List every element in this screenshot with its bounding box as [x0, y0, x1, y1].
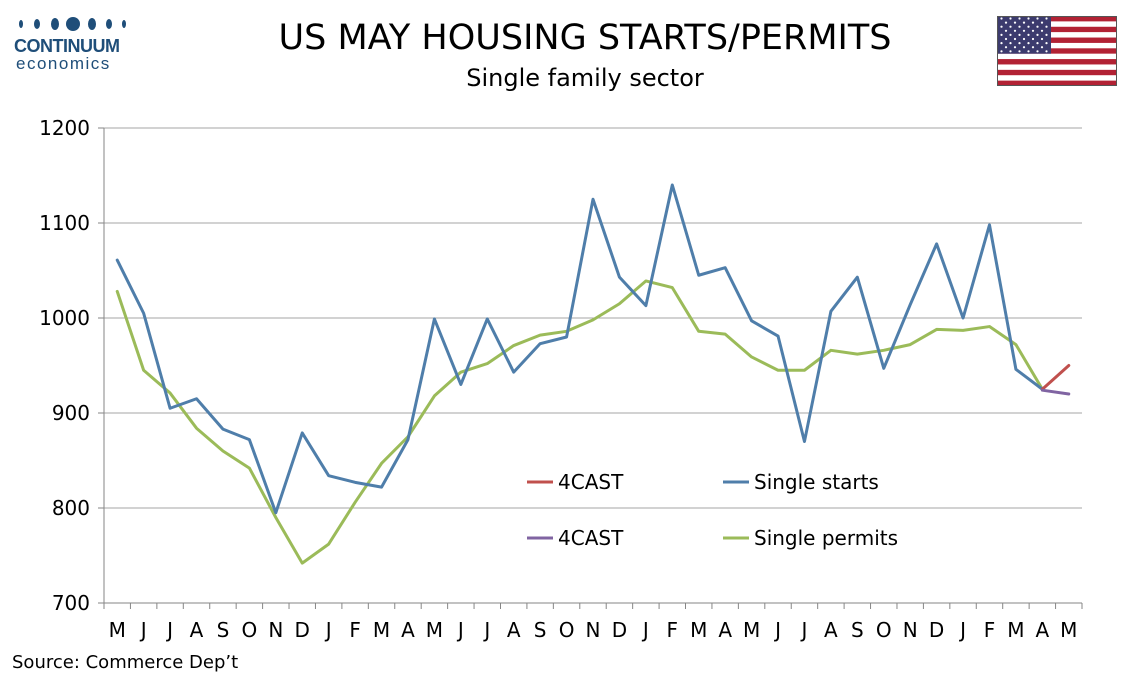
series-line-single-starts [115, 183, 1044, 515]
x-tick-label: J [641, 618, 649, 642]
series-line-single-permits [115, 279, 1044, 565]
x-tick-label: M [1007, 618, 1024, 642]
x-tick-label: J [482, 618, 490, 642]
x-tick-label: F [667, 618, 679, 642]
x-tick-label: S [534, 618, 547, 642]
x-tick-label: M [109, 618, 126, 642]
x-tick-label: F [349, 618, 361, 642]
x-tick-label: O [876, 618, 892, 642]
y-tick-label: 900 [52, 401, 90, 425]
series-line-4cast-permits [1040, 388, 1071, 396]
x-tick-label: M [1060, 618, 1077, 642]
continuum-logo-icon [17, 16, 129, 32]
x-tick-label: N [586, 618, 601, 642]
x-tick-label: J [958, 618, 966, 642]
x-tick-label: N [903, 618, 918, 642]
x-tick-label: M [690, 618, 707, 642]
brand-subtitle: economics [16, 54, 111, 73]
source-note: Source: Commerce Dep’t [12, 652, 239, 673]
x-tick-label: S [851, 618, 864, 642]
y-tick-label: 1200 [39, 116, 90, 140]
x-tick-label: N [268, 618, 283, 642]
x-tick-label: D [295, 618, 310, 642]
x-tick-label: J [165, 618, 173, 642]
x-tick-label: J [773, 618, 781, 642]
x-tick-label: J [800, 618, 808, 642]
y-tick-label: 1000 [39, 306, 90, 330]
x-tick-label: J [456, 618, 464, 642]
x-tick-label: J [139, 618, 147, 642]
x-tick-label: M [743, 618, 760, 642]
x-tick-label: A [190, 618, 204, 642]
x-tick-label: D [612, 618, 627, 642]
x-tick-label: A [718, 618, 732, 642]
us-flag-icon [997, 16, 1117, 87]
x-tick-label: F [984, 618, 996, 642]
chart-title: US MAY HOUSING STARTS/PERMITS [278, 18, 892, 58]
brand-name: CONTINUUM [14, 36, 120, 56]
legend-label: Single starts [754, 470, 879, 494]
legend-label: 4CAST [558, 526, 624, 550]
legend-label: 4CAST [558, 470, 624, 494]
y-tick-label: 800 [52, 496, 90, 520]
x-tick-label: J [324, 618, 332, 642]
x-tick-label: A [824, 618, 838, 642]
x-tick-label: M [373, 618, 390, 642]
x-tick-label: O [242, 618, 258, 642]
x-tick-label: A [1036, 618, 1050, 642]
x-tick-label: M [426, 618, 443, 642]
chart-subtitle: Single family sector [466, 64, 704, 92]
x-tick-label: D [929, 618, 944, 642]
series-line-4cast-starts [1040, 364, 1071, 391]
y-tick-label: 700 [52, 591, 90, 615]
y-tick-label: 1100 [39, 211, 90, 235]
x-tick-label: O [559, 618, 575, 642]
x-tick-label: S [217, 618, 230, 642]
legend-label: Single permits [754, 526, 898, 550]
x-tick-label: A [507, 618, 521, 642]
x-tick-label: A [401, 618, 415, 642]
